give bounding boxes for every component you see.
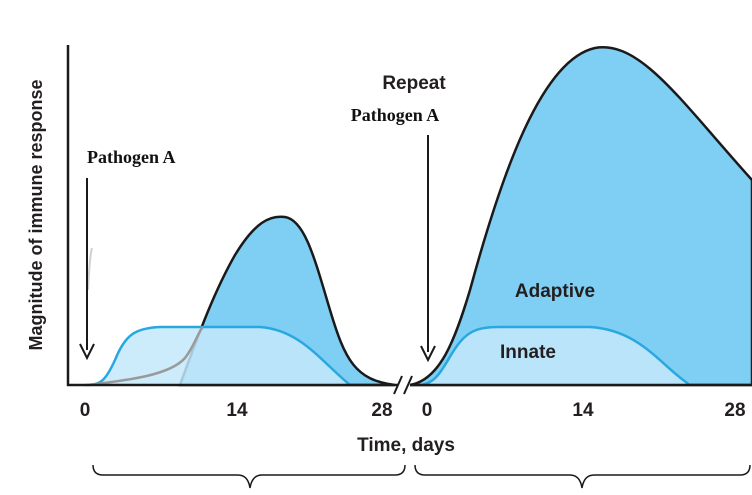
x-tick-label: 0 <box>422 400 433 421</box>
x-tick-label: 0 <box>80 400 91 421</box>
arrow-head <box>79 343 95 361</box>
x-tick-label: 14 <box>572 400 594 421</box>
arrow-head <box>420 345 436 363</box>
innate-area-second <box>418 327 690 385</box>
adaptive-curve-second <box>409 46 752 387</box>
annotation: Repeat <box>382 73 446 94</box>
x-tick-label: 28 <box>371 400 392 421</box>
annotation: Pathogen A <box>351 105 440 125</box>
adaptive-label: Adaptive <box>515 281 595 302</box>
x-tick-label: 28 <box>724 400 745 421</box>
brace <box>92 464 406 489</box>
innate-curve-first <box>84 325 351 387</box>
axis-break <box>403 375 413 395</box>
brace <box>414 464 751 489</box>
annotation: Pathogen A <box>87 147 176 167</box>
faint-mark <box>87 247 93 291</box>
innate-curve-second <box>417 325 691 387</box>
y-axis-label: Magnitude of immune response <box>26 79 46 350</box>
innate-area-first <box>85 327 350 385</box>
axis-break <box>393 375 403 395</box>
adaptive-rise-gray <box>87 326 204 387</box>
x-axis-label: Time, days <box>357 435 455 456</box>
innate-label: Innate <box>500 342 556 363</box>
x-tick-label: 14 <box>226 400 248 421</box>
